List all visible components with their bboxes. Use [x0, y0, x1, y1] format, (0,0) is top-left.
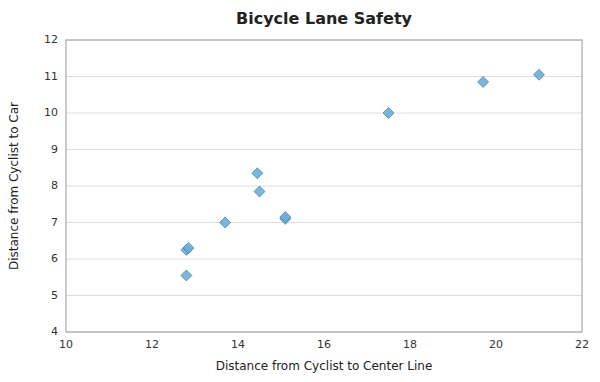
- plot-frame: [66, 40, 582, 332]
- x-tick-label: 20: [489, 338, 503, 351]
- point: [383, 108, 394, 119]
- x-axis-label: Distance from Cyclist to Center Line: [216, 359, 433, 373]
- x-tick-label: 22: [575, 338, 589, 351]
- grid-line-y: [66, 259, 582, 260]
- x-tick-label: 18: [403, 338, 417, 351]
- point: [181, 270, 192, 281]
- point: [534, 69, 545, 80]
- y-tick-label: 5: [51, 289, 58, 302]
- point: [280, 212, 291, 223]
- point: [183, 243, 194, 254]
- grid-line-y: [66, 222, 582, 223]
- page: {"chart_data": {"type": "scatter", "titl…: [0, 0, 600, 382]
- grid-line-y: [66, 149, 582, 150]
- y-tick-label: 8: [51, 179, 58, 192]
- y-tick-label: 7: [51, 216, 58, 229]
- point: [478, 76, 489, 87]
- point: [254, 186, 265, 197]
- grid-line-y: [66, 113, 582, 114]
- grid-line-y: [66, 186, 582, 187]
- x-tick-label: 16: [317, 338, 331, 351]
- y-tick-label: 4: [51, 325, 58, 338]
- plot-background: [66, 40, 582, 332]
- y-axis-label: Distance from Cyclist to Car: [7, 102, 21, 270]
- chart-svg: 4 5 6 7 8 9 10 11 12 10 12 14 16 18 20 22 Bicycle Lane S…: [0, 0, 600, 382]
- point: [252, 168, 263, 179]
- y-tick-label: 12: [44, 33, 58, 46]
- y-tick-label: 6: [51, 252, 58, 265]
- y-tick-label: 11: [44, 70, 58, 83]
- x-tick-label: 14: [231, 338, 245, 351]
- chart-container: 4 5 6 7 8 9 10 11 12 10 12 14 16 18 20 22 Bicycle Lane S…: [0, 0, 600, 382]
- y-tick-label: 10: [44, 106, 58, 119]
- x-tick-label: 12: [145, 338, 159, 351]
- grid-line-y: [66, 295, 582, 296]
- points: [181, 69, 545, 281]
- title: Bicycle Lane Safety: [236, 9, 413, 28]
- x-tick-label: 10: [59, 338, 73, 351]
- point: [220, 217, 231, 228]
- grid-line-y: [66, 76, 582, 77]
- y-tick-label: 9: [51, 143, 58, 156]
